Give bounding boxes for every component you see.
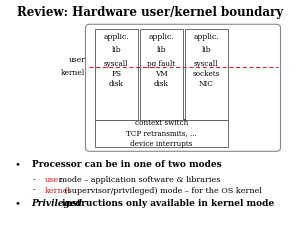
Text: lib: lib [201, 46, 211, 54]
Text: kernel: kernel [45, 187, 71, 195]
Text: Privileged: Privileged [32, 199, 83, 208]
Text: •: • [15, 161, 21, 170]
Text: -: - [33, 187, 36, 195]
Bar [94, 120, 228, 147]
Text: lib: lib [111, 46, 121, 54]
FancyBboxPatch shape [85, 24, 280, 151]
Bar [94, 29, 138, 120]
Text: instructions only available in kernel mode: instructions only available in kernel mo… [59, 199, 274, 208]
Text: user: user [69, 56, 86, 64]
Text: kernel: kernel [61, 69, 86, 77]
Text: •: • [15, 199, 21, 208]
Text: applic.: applic. [103, 33, 129, 41]
Text: user: user [45, 176, 63, 184]
Bar [184, 29, 228, 120]
Text: applic.: applic. [194, 33, 219, 41]
Text: (supervisor/privileged) mode – for the OS kernel: (supervisor/privileged) mode – for the O… [62, 187, 262, 195]
Text: Review: Hardware user/kernel boundary: Review: Hardware user/kernel boundary [17, 6, 283, 19]
Text: -: - [33, 176, 36, 184]
Text: context switch
TCP retransmits, ...
device interrupts: context switch TCP retransmits, ... devi… [126, 119, 196, 148]
Text: lib: lib [156, 46, 166, 54]
Bar [140, 29, 183, 120]
Text: Processor can be in one of two modes: Processor can be in one of two modes [32, 160, 221, 169]
Text: syscall
FS
disk: syscall FS disk [104, 60, 128, 88]
Text: applic.: applic. [148, 33, 174, 41]
Text: pg fault
VM
disk: pg fault VM disk [147, 60, 176, 88]
Text: syscall
sockets
NIC: syscall sockets NIC [193, 60, 220, 88]
Text: mode – application software & libraries: mode – application software & libraries [57, 176, 220, 184]
